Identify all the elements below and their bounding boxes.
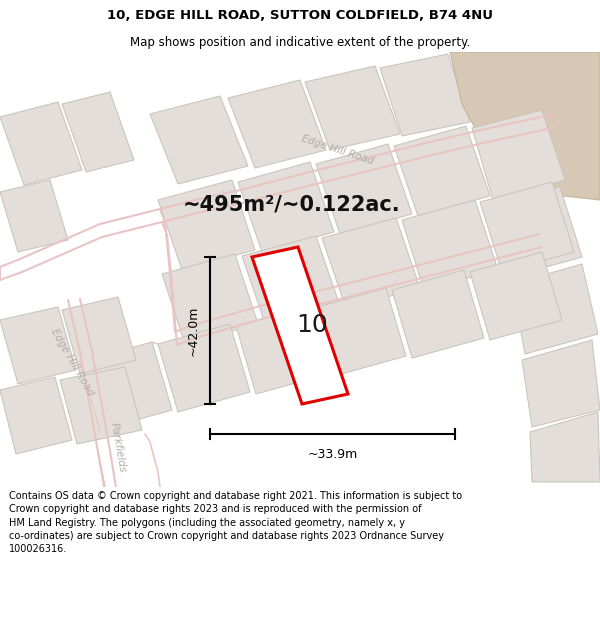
Polygon shape	[316, 144, 412, 234]
Text: Contains OS data © Crown copyright and database right 2021. This information is : Contains OS data © Crown copyright and d…	[9, 491, 462, 554]
Polygon shape	[530, 412, 600, 482]
Polygon shape	[322, 218, 420, 308]
Polygon shape	[62, 297, 136, 374]
Text: 10, EDGE HILL ROAD, SUTTON COLDFIELD, B74 4NU: 10, EDGE HILL ROAD, SUTTON COLDFIELD, B7…	[107, 9, 493, 22]
Text: Edge Hill Road: Edge Hill Road	[301, 134, 376, 166]
Polygon shape	[162, 254, 258, 344]
Polygon shape	[512, 264, 598, 354]
Polygon shape	[394, 126, 490, 216]
Polygon shape	[62, 92, 134, 172]
Text: Edge Hill Road: Edge Hill Road	[49, 327, 95, 398]
Polygon shape	[0, 180, 68, 252]
Text: ~33.9m: ~33.9m	[307, 448, 358, 461]
Polygon shape	[242, 236, 340, 326]
Polygon shape	[522, 340, 600, 427]
Polygon shape	[488, 187, 582, 277]
Polygon shape	[60, 367, 142, 444]
Polygon shape	[238, 162, 334, 252]
Polygon shape	[80, 342, 172, 430]
Polygon shape	[228, 80, 326, 168]
Polygon shape	[305, 66, 400, 150]
Polygon shape	[0, 377, 72, 454]
Polygon shape	[0, 102, 82, 185]
Polygon shape	[158, 324, 250, 412]
Text: Map shows position and indicative extent of the property.: Map shows position and indicative extent…	[130, 36, 470, 49]
Polygon shape	[402, 200, 498, 290]
Polygon shape	[470, 252, 562, 340]
Text: ~495m²/~0.122ac.: ~495m²/~0.122ac.	[183, 194, 401, 214]
Polygon shape	[380, 54, 470, 136]
Text: Parkfields: Parkfields	[109, 421, 127, 472]
Polygon shape	[480, 182, 574, 272]
Polygon shape	[450, 52, 600, 200]
Text: 10: 10	[296, 314, 328, 338]
Polygon shape	[236, 306, 328, 394]
Polygon shape	[392, 270, 484, 358]
Polygon shape	[0, 307, 76, 384]
Polygon shape	[150, 96, 248, 184]
Polygon shape	[158, 180, 255, 270]
Polygon shape	[314, 288, 406, 376]
Polygon shape	[472, 110, 565, 200]
Text: ~42.0m: ~42.0m	[187, 305, 200, 356]
Polygon shape	[252, 247, 348, 404]
